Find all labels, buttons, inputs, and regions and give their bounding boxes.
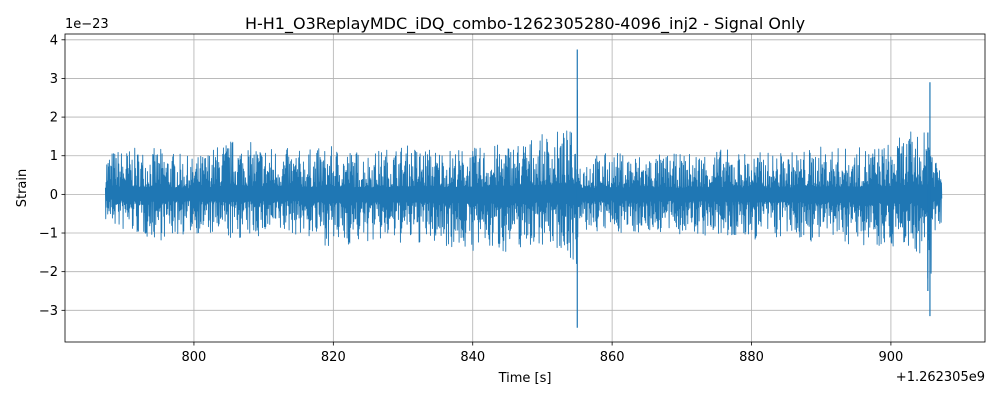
y-tick-label: −2 [39,265,58,280]
x-tick-label: 840 [460,350,485,365]
chart-title: H-H1_O3ReplayMDC_iDQ_combo-1262305280-40… [245,14,805,34]
y-tick-label: 0 [50,188,58,203]
x-tick-label: 800 [182,350,207,365]
x-tick-label: 900 [878,350,903,365]
y-tick-label: 4 [50,33,58,48]
y-axis-label: Strain [15,169,30,208]
axis-ticks: 800 820 840 860 880 900 −3 −2 −1 0 1 2 3 4 [39,33,903,365]
y-tick-label: −1 [39,227,58,242]
strain-series-line [104,89,943,279]
y-tick-label: 3 [50,72,58,87]
x-tick-label: 880 [739,350,764,365]
y-tick-label: 2 [50,111,58,126]
plot-data [104,49,943,328]
x-tick-label: 820 [321,350,346,365]
y-tick-label: −3 [39,304,58,319]
x-axis-label: Time [s] [498,371,552,386]
x-axis-offset-label: +1.262305e9 [896,370,985,385]
plot-frame [64,33,986,343]
x-tick-label: 860 [600,350,625,365]
y-tick-label: 1 [50,149,58,164]
y-axis-scale-label: 1e−23 [65,17,109,32]
